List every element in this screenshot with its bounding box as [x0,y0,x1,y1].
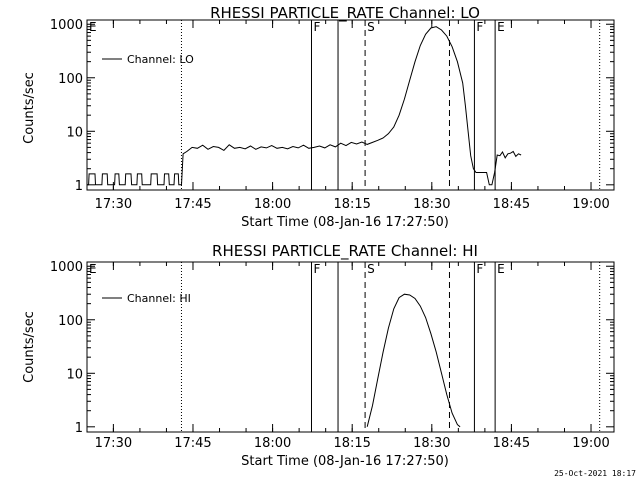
chart-title-lo: RHESSI PARTICLE_RATE Channel: LO [210,4,480,23]
y-tick-label-lo: 100 [58,72,83,87]
chart-title-hi: RHESSI PARTICLE_RATE Channel: HI [212,242,478,261]
panel-lo: RHESSI PARTICLE_RATE Channel: LO Start T… [22,4,615,230]
x-tick-label-lo: 18:15 [333,197,370,212]
plot-frame-lo [86,19,615,191]
marker-label-lo: F [313,20,320,34]
marker-label-lo: E [497,20,505,34]
y-tick-label-lo: 10 [66,125,83,140]
x-axis-label-hi: Start Time (08-Jan-16 17:27:50) [241,454,449,469]
y-tick-label-hi: 100 [58,314,83,329]
marker-label-hi: F [313,262,320,276]
y-tick-label-hi: 1 [75,421,83,436]
marker-label-lo: E [89,20,97,34]
legend-label-lo: Channel: LO [127,53,194,66]
x-tick-label-lo: 18:30 [413,197,450,212]
panel-hi: RHESSI PARTICLE_RATE Channel: HI Start T… [22,242,615,469]
x-tick-label-lo: 17:30 [95,197,132,212]
y-tick-label-lo: 1000 [50,18,83,33]
x-tick-label-hi: 18:00 [254,436,291,451]
footer-timestamp: 25-Oct-2021 18:17 [554,469,636,478]
x-tick-label-lo: 18:45 [493,197,530,212]
y-axis-label-hi: Counts/sec [22,311,37,383]
marker-label-hi: E [89,262,97,276]
plot-frame-hi [86,261,615,433]
x-axis-label-lo: Start Time (08-Jan-16 17:27:50) [241,215,449,230]
x-tick-label-hi: 17:45 [174,436,211,451]
legend-label-hi: Channel: HI [127,292,191,305]
x-tick-label-hi: 19:00 [572,436,609,451]
x-tick-label-lo: 19:00 [572,197,609,212]
x-tick-label-hi: 17:30 [95,436,132,451]
y-tick-label-hi: 10 [66,367,83,382]
x-tick-label-hi: 18:30 [413,436,450,451]
x-tick-label-hi: 18:15 [333,436,370,451]
series-line-hi [366,293,461,428]
y-axis-label-lo: Counts/sec [22,72,37,144]
marker-label-hi: E [497,262,505,276]
y-tick-label-lo: 1 [75,179,83,194]
series-line-lo [87,26,522,186]
marker-label-hi: S [367,262,375,276]
x-tick-label-lo: 17:45 [174,197,211,212]
x-tick-label-lo: 18:00 [254,197,291,212]
x-tick-label-hi: 18:45 [493,436,530,451]
marker-label-lo: F [476,20,483,34]
marker-label-hi: F [476,262,483,276]
y-tick-label-hi: 1000 [50,260,83,275]
marker-label-lo: S [367,20,375,34]
